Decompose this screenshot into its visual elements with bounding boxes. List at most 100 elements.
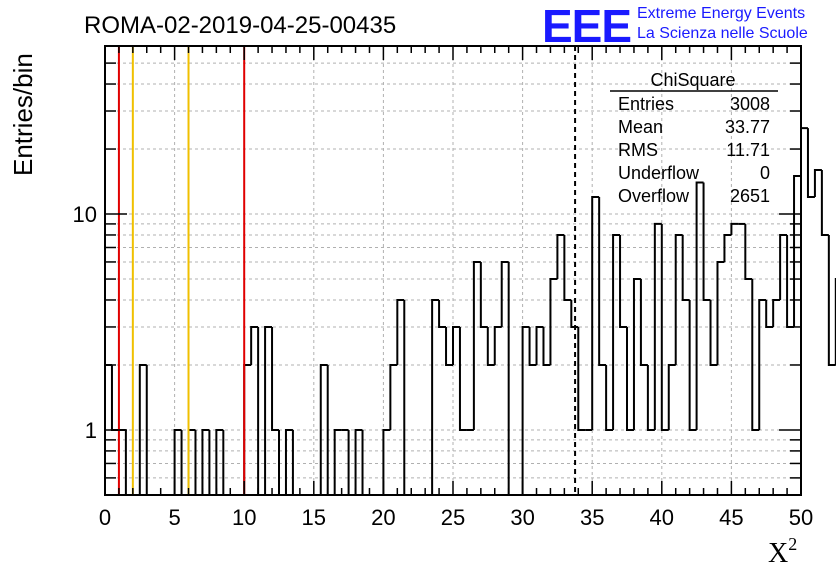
x-tick-label: 25 bbox=[441, 505, 465, 530]
stats-box: ChiSquare Entries 3008 Mean 33.77 RMS 11… bbox=[610, 70, 778, 206]
stats-value-overflow: 2651 bbox=[730, 186, 770, 206]
stats-label-overflow: Overflow bbox=[618, 186, 690, 206]
frame-layer bbox=[104, 45, 802, 496]
histogram-bin bbox=[598, 196, 607, 366]
histogram-bin bbox=[570, 299, 579, 328]
histogram-bin bbox=[619, 234, 627, 328]
histogram-bin bbox=[653, 222, 662, 430]
x-tick-label: 15 bbox=[302, 505, 326, 530]
histogram-bin bbox=[271, 326, 279, 431]
histogram-bin bbox=[549, 278, 558, 365]
histogram-bin bbox=[612, 233, 621, 430]
histogram-bin bbox=[800, 127, 808, 177]
histogram-bin bbox=[688, 299, 697, 431]
histogram-bin bbox=[605, 364, 614, 431]
y-tick-label: 10 bbox=[73, 202, 97, 227]
logo-line2: La Scienza nelle Scuole bbox=[637, 25, 808, 42]
stats-value-mean: 33.77 bbox=[725, 117, 770, 137]
x-tick-label: 10 bbox=[232, 505, 256, 530]
histogram-bin bbox=[500, 260, 509, 327]
histogram-bin bbox=[660, 223, 669, 431]
stats-title: ChiSquare bbox=[650, 70, 735, 90]
histogram-bin bbox=[751, 279, 760, 431]
stats-value-rms: 11.71 bbox=[726, 140, 770, 160]
histogram-bin bbox=[632, 278, 641, 430]
x-axis-label-base: X bbox=[768, 538, 788, 569]
histogram-bin bbox=[702, 182, 711, 301]
histogram-bin bbox=[626, 326, 634, 431]
histogram-bin bbox=[215, 428, 224, 495]
stats-label-entries: Entries bbox=[618, 94, 674, 114]
histogram-bin bbox=[674, 233, 683, 365]
histogram-bin bbox=[779, 233, 788, 300]
stats-label-mean: Mean bbox=[618, 117, 663, 137]
histogram-bin bbox=[521, 325, 530, 495]
histogram-bin bbox=[284, 428, 293, 495]
stats-value-entries: 3008 bbox=[730, 94, 770, 114]
histogram-bin bbox=[786, 234, 795, 328]
histogram-bin bbox=[319, 363, 328, 495]
histogram-bin bbox=[528, 326, 537, 366]
histogram-bin bbox=[681, 234, 690, 301]
histogram-bin bbox=[556, 233, 565, 280]
histogram-bin bbox=[646, 364, 655, 431]
histogram-bin bbox=[431, 298, 440, 495]
logo-line1: Extreme Energy Events bbox=[637, 5, 805, 22]
x-tick-label: 50 bbox=[789, 505, 813, 530]
marker-lines-layer bbox=[117, 46, 577, 495]
histogram-bin bbox=[472, 260, 481, 430]
histogram-bin bbox=[758, 298, 767, 430]
x-tick-label: 0 bbox=[99, 505, 111, 530]
histogram-bin bbox=[452, 325, 460, 365]
histogram-bin bbox=[772, 298, 781, 327]
logo-mark: EEE bbox=[542, 0, 631, 52]
histogram-bin bbox=[479, 261, 488, 328]
histogram-bin bbox=[820, 169, 829, 236]
histogram-bin bbox=[138, 363, 147, 495]
stats-value-underflow: 0 bbox=[760, 163, 770, 183]
histogram-bin bbox=[591, 195, 600, 430]
histogram-bin bbox=[458, 326, 467, 431]
histogram-bin bbox=[535, 325, 544, 365]
stats-label-underflow: Underflow bbox=[618, 163, 700, 183]
histogram-bin bbox=[716, 260, 725, 365]
stats-label-rms: RMS bbox=[618, 140, 658, 160]
x-tick-label: 20 bbox=[371, 505, 395, 530]
histogram-bin bbox=[110, 364, 119, 431]
histogram-bin bbox=[389, 363, 398, 430]
tick-labels-layer: 0 5 10 15 20 25 30 35 40 45 50 1 10 bbox=[73, 202, 814, 530]
histogram-bin bbox=[250, 325, 259, 365]
histogram-bin bbox=[257, 326, 266, 496]
histogram-bin bbox=[486, 326, 495, 366]
histogram-bin bbox=[493, 325, 502, 365]
histogram-bin bbox=[723, 233, 732, 262]
histogram-bin bbox=[396, 298, 405, 365]
x-tick-label: 5 bbox=[168, 505, 180, 530]
histogram-bin bbox=[403, 299, 412, 496]
histogram-bin bbox=[542, 326, 551, 366]
histogram-bin bbox=[264, 325, 273, 495]
histogram-bin bbox=[709, 299, 718, 366]
histogram-bin bbox=[201, 428, 210, 495]
histogram-bin bbox=[173, 428, 182, 495]
histogram-bin bbox=[695, 181, 704, 430]
x-axis-label-superscript: 2 bbox=[788, 534, 797, 554]
histogram-bin bbox=[827, 234, 836, 366]
histogram-bin bbox=[507, 261, 516, 496]
histogram-bin bbox=[730, 222, 739, 235]
x-tick-label: 30 bbox=[510, 505, 534, 530]
x-tick-label: 45 bbox=[719, 505, 743, 530]
y-tick-label: 1 bbox=[85, 418, 97, 443]
histogram-bin bbox=[667, 363, 676, 430]
chart-title: ROMA-02-2019-04-25-00435 bbox=[84, 12, 396, 39]
histogram-bin bbox=[438, 299, 447, 328]
histogram-bin bbox=[333, 428, 342, 495]
x-tick-label: 40 bbox=[650, 505, 674, 530]
histogram-bin bbox=[577, 326, 586, 431]
histogram-bin bbox=[382, 428, 391, 495]
histogram-bin bbox=[813, 168, 822, 197]
histogram-bin bbox=[744, 223, 753, 281]
x-axis-label: X2 bbox=[768, 534, 797, 569]
